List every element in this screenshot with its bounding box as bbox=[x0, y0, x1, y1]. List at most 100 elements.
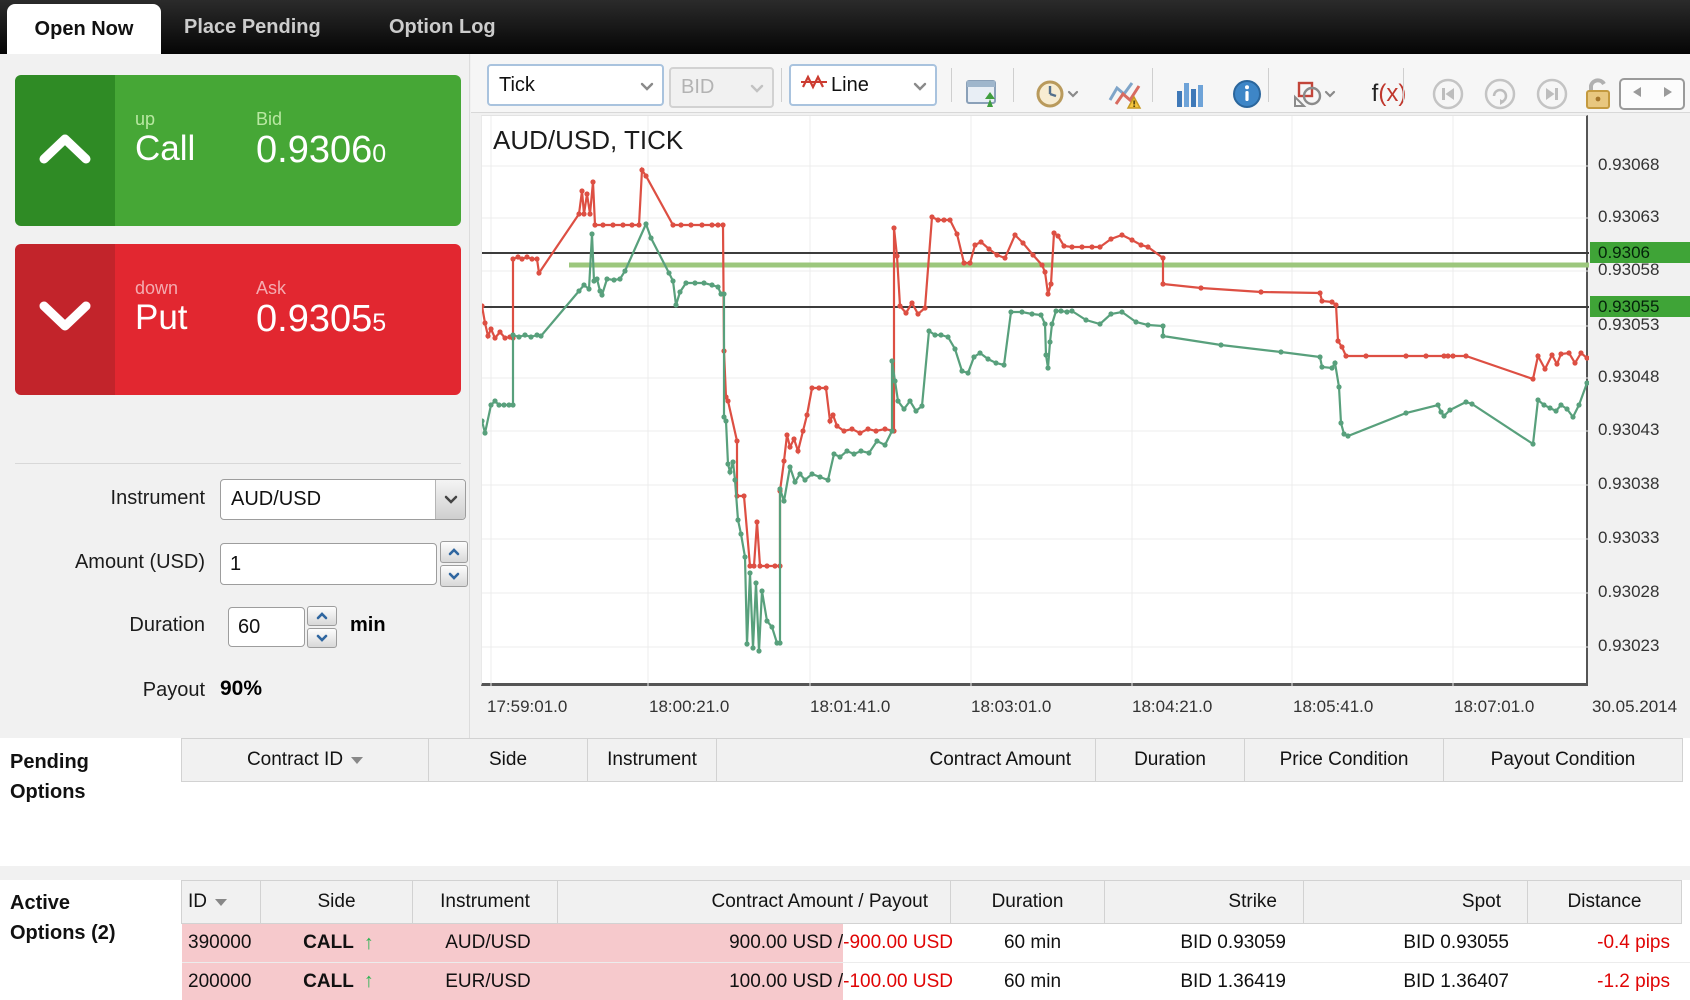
active-option-row[interactable]: 390000 CALL ↑ AUD/USD 900.00 USD / -900.0… bbox=[182, 924, 1690, 962]
pending-col-payout-condition[interactable]: Payout Condition bbox=[1443, 738, 1683, 782]
active-col-side[interactable]: Side bbox=[260, 880, 413, 924]
green-series-point bbox=[1541, 402, 1547, 408]
price-chart[interactable] bbox=[479, 115, 1590, 687]
line-style-icon bbox=[801, 73, 827, 97]
red-series-point bbox=[1069, 244, 1075, 250]
tab-option-log[interactable]: Option Log bbox=[389, 16, 496, 38]
stepper-down-icon[interactable] bbox=[307, 628, 337, 648]
stepper-down-icon[interactable] bbox=[440, 565, 468, 587]
amount-input[interactable] bbox=[220, 543, 437, 585]
y-axis-label: 0.93068 bbox=[1598, 155, 1660, 174]
pending-col-instrument[interactable]: Instrument bbox=[587, 738, 717, 782]
green-series-point bbox=[683, 280, 689, 286]
chevron-down-icon[interactable] bbox=[435, 480, 465, 519]
green-series-point bbox=[492, 398, 498, 404]
option-strike: BID 0.93059 bbox=[1180, 932, 1286, 953]
tab-place-pending[interactable]: Place Pending bbox=[184, 16, 321, 38]
put-direction-label: down bbox=[135, 278, 179, 298]
red-series-point bbox=[581, 211, 587, 217]
active-option-row[interactable]: 200000 CALL ↑ EUR/USD 100.00 USD / -100.0… bbox=[182, 962, 1690, 1000]
green-series-point bbox=[522, 332, 528, 338]
active-col-distance[interactable]: Distance bbox=[1527, 880, 1682, 924]
red-series-point bbox=[791, 436, 797, 442]
price-type-select: BID bbox=[669, 67, 774, 108]
skip-to-start-button[interactable] bbox=[1429, 76, 1467, 112]
green-series-point bbox=[926, 328, 932, 334]
pending-col-contract-amount[interactable]: Contract Amount bbox=[716, 738, 1096, 782]
function-indicator-button[interactable]: f (x) bbox=[1359, 76, 1419, 112]
current-price-badge: 0.93055 bbox=[1590, 296, 1690, 317]
red-series-point bbox=[515, 254, 521, 260]
active-col-id[interactable]: ID bbox=[181, 880, 261, 924]
red-series-point bbox=[857, 430, 863, 436]
green-series-point bbox=[488, 402, 494, 408]
active-col-strike[interactable]: Strike bbox=[1104, 880, 1304, 924]
red-series-point bbox=[587, 211, 593, 217]
green-series-point bbox=[874, 438, 880, 444]
green-series-point bbox=[932, 332, 938, 338]
green-series-point bbox=[721, 414, 727, 420]
green-series-point bbox=[825, 477, 831, 483]
red-series-point bbox=[1051, 230, 1057, 236]
red-series-point bbox=[1145, 244, 1151, 250]
green-series-point bbox=[952, 346, 958, 352]
tab-open-now[interactable]: Open Now bbox=[7, 4, 161, 54]
page-right-icon[interactable] bbox=[1661, 85, 1675, 104]
red-series-point bbox=[725, 398, 731, 404]
red-series-point bbox=[1317, 290, 1323, 296]
green-series-point bbox=[1097, 321, 1103, 327]
red-series-point bbox=[579, 188, 585, 194]
active-col-amount-payout[interactable]: Contract Amount / Payout bbox=[557, 880, 951, 924]
time-settings-button[interactable] bbox=[1031, 76, 1083, 112]
detach-window-button[interactable] bbox=[963, 76, 1001, 112]
instrument-select[interactable]: AUD/USD bbox=[220, 479, 466, 520]
ask-price: 0.93055 bbox=[256, 298, 387, 340]
duration-input[interactable] bbox=[228, 607, 305, 647]
green-series-point bbox=[892, 378, 898, 384]
green-series-point bbox=[594, 276, 600, 282]
put-button[interactable]: down Put Ask 0.93055 bbox=[15, 244, 461, 395]
green-series-point bbox=[1336, 384, 1342, 390]
red-series-point bbox=[576, 211, 582, 217]
call-button[interactable]: up Call Bid 0.93060 bbox=[15, 75, 461, 226]
red-series-point bbox=[1423, 353, 1429, 359]
red-series-point bbox=[795, 448, 801, 454]
pending-col-price-condition[interactable]: Price Condition bbox=[1244, 738, 1444, 782]
chart-alert-button[interactable] bbox=[1106, 76, 1144, 112]
green-series-point bbox=[1564, 406, 1570, 412]
replay-button[interactable] bbox=[1481, 76, 1519, 112]
active-col-instrument[interactable]: Instrument bbox=[412, 880, 558, 924]
drawing-tools-button[interactable] bbox=[1288, 76, 1340, 112]
red-series-point bbox=[849, 426, 855, 432]
active-col-spot[interactable]: Spot bbox=[1303, 880, 1528, 924]
ask-label: Ask bbox=[256, 278, 287, 298]
chart-canvas[interactable] bbox=[479, 116, 1590, 687]
pending-col-contract-id[interactable]: Contract ID bbox=[181, 738, 429, 782]
red-series-point bbox=[1558, 351, 1564, 357]
current-price-badge: 0.9306 bbox=[1590, 242, 1690, 263]
info-button[interactable] bbox=[1228, 76, 1266, 112]
lock-button[interactable] bbox=[1579, 76, 1617, 112]
red-series-point bbox=[600, 222, 606, 228]
red-series-point bbox=[757, 563, 763, 569]
green-series-point bbox=[1463, 399, 1469, 405]
stepper-up-icon[interactable] bbox=[307, 606, 337, 626]
red-series-point bbox=[1572, 360, 1578, 366]
y-axis-label: 0.93033 bbox=[1598, 528, 1660, 547]
active-col-duration[interactable]: Duration bbox=[950, 880, 1105, 924]
green-series-point bbox=[971, 354, 977, 360]
chart-pager bbox=[1619, 78, 1685, 110]
red-series-point bbox=[994, 252, 1000, 258]
stepper-up-icon[interactable] bbox=[440, 541, 468, 563]
volume-histogram-button[interactable] bbox=[1172, 76, 1210, 112]
page-left-icon[interactable] bbox=[1630, 85, 1644, 104]
red-series-point bbox=[1198, 285, 1204, 291]
period-select[interactable]: Tick bbox=[487, 64, 664, 106]
chart-type-select[interactable]: Line bbox=[789, 64, 937, 106]
skip-to-end-button[interactable] bbox=[1533, 76, 1571, 112]
red-series-point bbox=[1549, 352, 1555, 358]
pending-col-side[interactable]: Side bbox=[428, 738, 588, 782]
green-series-point bbox=[1530, 441, 1536, 447]
pending-col-duration[interactable]: Duration bbox=[1095, 738, 1245, 782]
red-series-point bbox=[639, 167, 645, 173]
